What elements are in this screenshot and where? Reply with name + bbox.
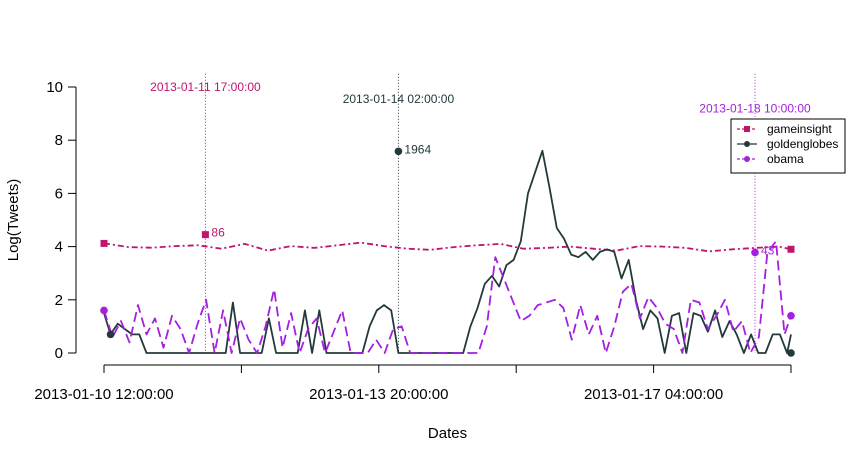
series-marker-obama — [100, 306, 108, 315]
series-marker-goldenglobes — [394, 147, 403, 156]
peak-annotations: 2013-01-11 17:00:00 86 2013-01-14 02:00:00… — [150, 80, 811, 257]
series-marker-goldenglobes — [106, 330, 115, 339]
series-lines — [103, 149, 792, 354]
legend-marker-goldenglobes — [744, 141, 750, 147]
y-axis-ticks: 0 2 4 6 8 10 — [46, 79, 76, 362]
series-marker-gameinsight — [100, 239, 108, 247]
series-marker-gameinsight — [201, 231, 209, 239]
axes — [75, 87, 791, 366]
y-tick-label: 8 — [55, 132, 63, 149]
y-tick-label: 10 — [46, 79, 63, 96]
y-tick-label: 2 — [55, 292, 63, 309]
y-axis-title: Log(Tweets) — [5, 179, 22, 262]
x-axis-title: Dates — [428, 425, 467, 442]
series-line-gameinsight — [103, 241, 792, 253]
series-marker-goldenglobes — [787, 349, 795, 357]
x-tick-label: 2013-01-13 20:00:00 — [309, 386, 448, 403]
legend-marker-obama — [744, 156, 750, 162]
legend-label-goldenglobes: goldenglobes — [767, 137, 838, 151]
y-tick-label: 4 — [55, 239, 63, 256]
x-tick-label: 2013-01-17 04:00:00 — [584, 386, 723, 403]
peak-count-label: 1964 — [404, 142, 431, 156]
peak-count-label: 43 — [761, 243, 775, 257]
legend-label-obama: obama — [767, 152, 804, 166]
series-marker-obama — [787, 311, 795, 320]
series-marker-obama — [751, 248, 759, 257]
x-tick-label: 2013-01-10 12:00:00 — [34, 386, 173, 403]
y-tick-label: 6 — [55, 185, 63, 202]
peak-date-label: 2013-01-18 10:00:00 — [699, 101, 811, 115]
peak-date-label: 2013-01-11 17:00:00 — [150, 80, 261, 94]
series-line-goldenglobes — [103, 149, 792, 354]
legend-label-gameinsight: gameinsight — [767, 122, 832, 136]
x-axis-ticks: 2013-01-10 12:00:00 2013-01-13 20:00:00 20… — [34, 365, 792, 403]
y-tick-label: 0 — [55, 345, 63, 362]
series-markers — [100, 147, 795, 357]
peak-date-label: 2013-01-14 02:00:00 — [343, 92, 455, 106]
legend-marker-gameinsight — [744, 126, 750, 132]
peak-count-label: 86 — [211, 226, 225, 240]
series-line-obama — [103, 240, 792, 354]
peak-reference-lines — [204, 73, 756, 353]
series-marker-gameinsight — [787, 245, 795, 253]
